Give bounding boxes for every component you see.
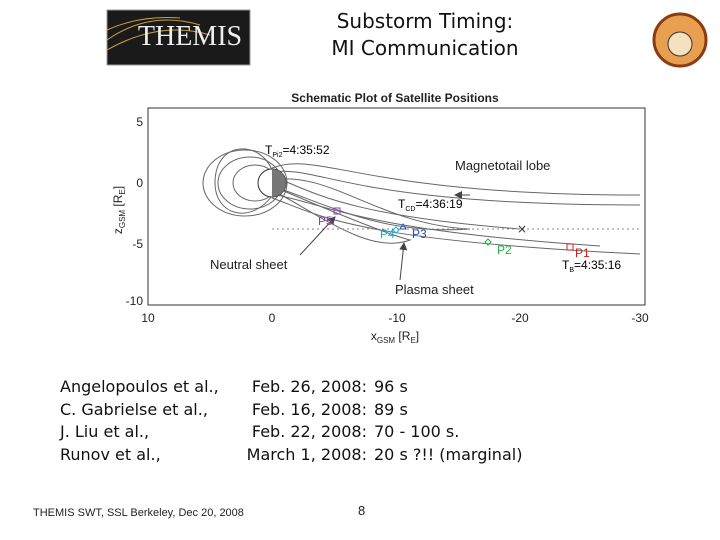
page-number: 8 (358, 503, 365, 518)
x-axis-label: xGSM [RE] (371, 329, 419, 345)
ref-date: March 1, 2008: (247, 445, 367, 464)
themis-logo: THEMIS (106, 9, 251, 66)
x-tick-label: -20 (511, 311, 529, 325)
timing-label: TCD=4:36:19 (398, 197, 463, 213)
timing-label: TPi2=4:35:52 (265, 143, 330, 159)
probes: P5 P4 P3 P2 P1 (318, 207, 590, 260)
ref-date: Feb. 16, 2008: (252, 400, 367, 419)
ref-date: Feb. 22, 2008: (252, 422, 367, 441)
ref-value: 96 s (374, 377, 408, 396)
x-tick-label: -30 (631, 311, 649, 325)
plot-frame (147, 107, 646, 306)
annotation: Neutral sheet (210, 257, 288, 272)
slide-title: Substorm Timing: (337, 9, 514, 33)
ref-author: Runov et al., (60, 445, 161, 464)
ref-author: J. Liu et al., (59, 422, 149, 441)
x-tick-label: -10 (388, 311, 406, 325)
ref-date: Feb. 26, 2008: (252, 377, 367, 396)
probe-label: P2 (497, 243, 512, 257)
ref-author: C. Gabrielse et al., (60, 400, 208, 419)
ref-value: 20 s ?!! (marginal) (374, 445, 522, 464)
mission-badge (652, 12, 708, 68)
y-tick-label: 0 (136, 176, 143, 190)
figure: Schematic Plot of Satellite Positions 10… (111, 91, 649, 345)
ref-value: 89 s (374, 400, 408, 419)
probe-label: P4 (380, 227, 395, 241)
slide-title: MI Communication (331, 36, 518, 60)
ref-value: 70 - 100 s. (374, 422, 459, 441)
footer-credit: THEMIS SWT, SSL Berkeley, Dec 20, 2008 (33, 507, 244, 519)
logo-text: THEMIS (138, 21, 242, 52)
annotation: Plasma sheet (395, 282, 474, 297)
references: Angelopoulos et al., Feb. 26, 2008: 96 s… (59, 377, 522, 464)
x-tick-label: 10 (141, 311, 155, 325)
y-tick-label: 5 (136, 115, 143, 129)
field-lines: × (202, 148, 641, 255)
figure-title: Schematic Plot of Satellite Positions (291, 91, 499, 105)
y-tick-label: -5 (132, 237, 143, 251)
probe-label: P1 (575, 246, 590, 260)
x-tick-label: 0 (269, 311, 276, 325)
annotation: Magnetotail lobe (455, 158, 550, 173)
probe-label: P5 (318, 214, 333, 228)
svg-text:×: × (517, 222, 527, 236)
y-axis-label: zGSM [RE] (111, 186, 127, 234)
y-tick-label: -10 (126, 294, 144, 308)
timing-label: TB=4:35:16 (562, 258, 621, 274)
probe-label: P3 (412, 227, 427, 241)
ref-author: Angelopoulos et al., (60, 377, 219, 396)
